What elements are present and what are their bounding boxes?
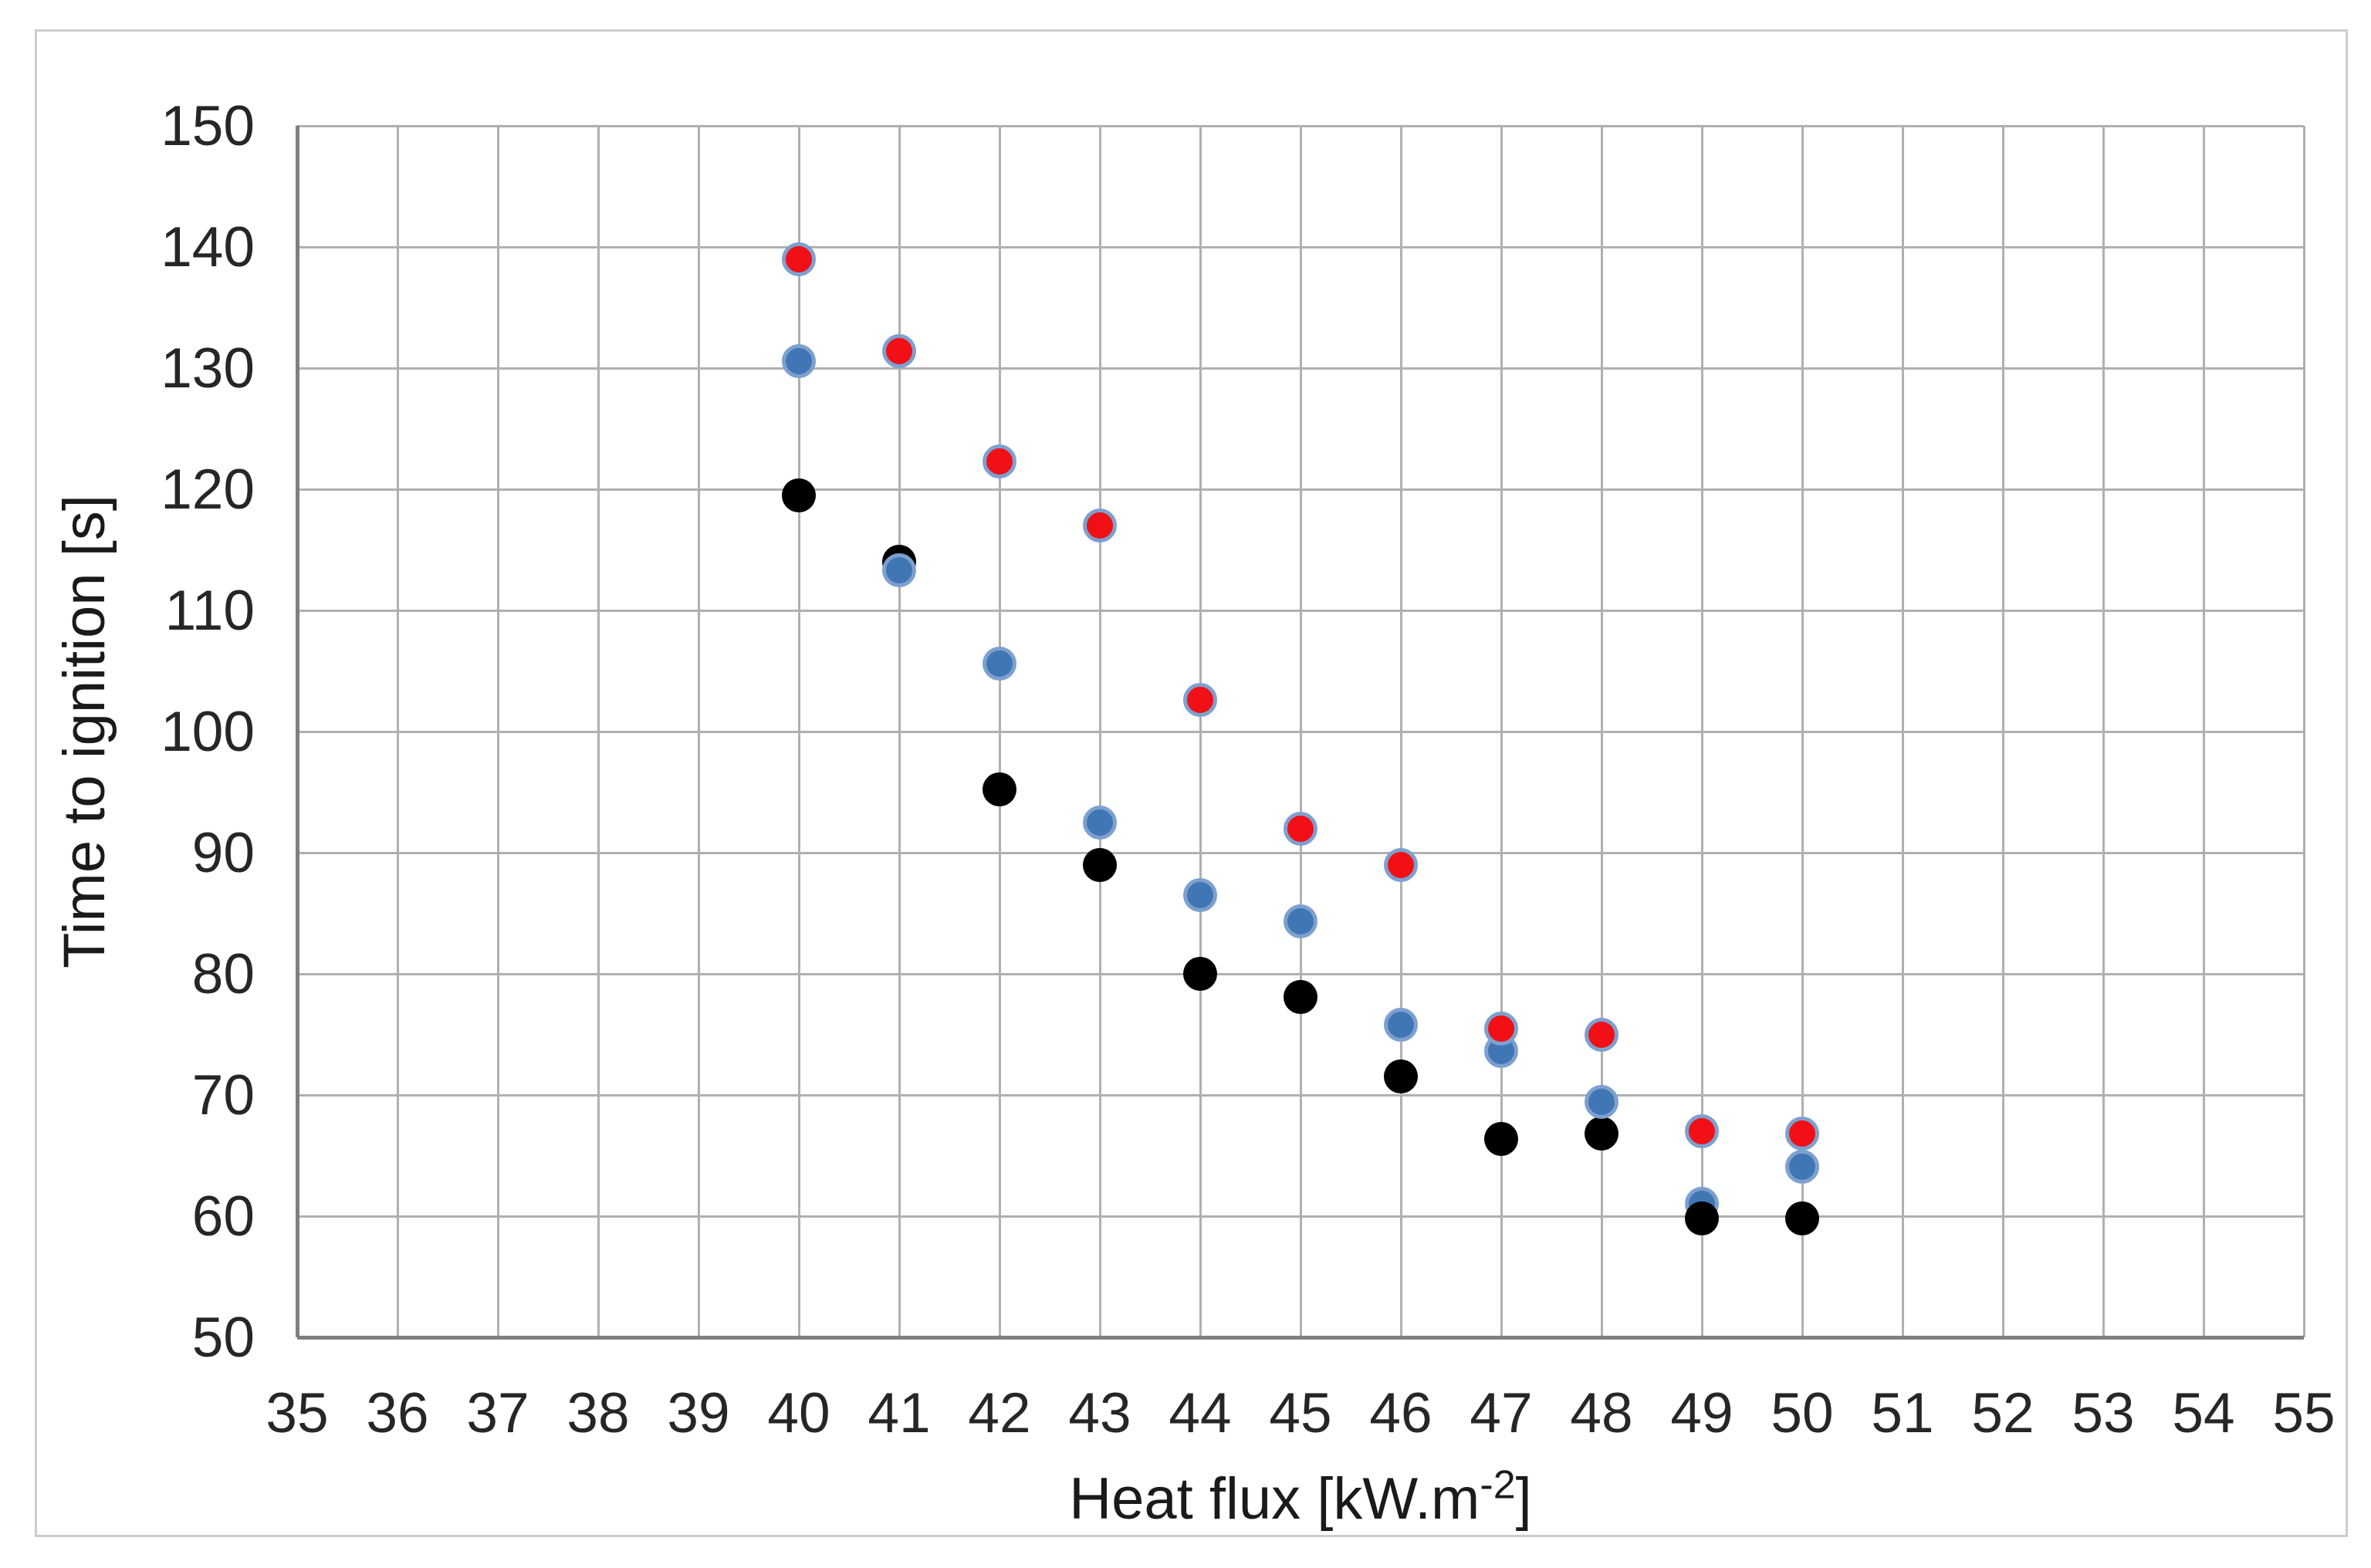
x-tick-label-50: 50 <box>1771 1382 1834 1445</box>
gridline-y-100 <box>297 731 2304 733</box>
x-tick-label-48: 48 <box>1570 1382 1633 1445</box>
y-tick-label-100: 100 <box>161 701 255 763</box>
y-tick-label-50: 50 <box>191 1306 255 1369</box>
x-tick-label-55: 55 <box>2272 1382 2335 1445</box>
data-point-red-47 <box>1484 1011 1518 1046</box>
data-point-blue-44 <box>1183 877 1217 912</box>
y-tick-label-150: 150 <box>161 95 255 157</box>
x-tick-label-37: 37 <box>466 1382 529 1445</box>
data-point-black-40 <box>782 478 816 512</box>
x-axis-title-close: ] <box>1515 1466 1532 1532</box>
x-tick-label-47: 47 <box>1470 1382 1533 1445</box>
x-tick-label-40: 40 <box>767 1382 830 1445</box>
gridline-y-120 <box>297 488 2304 491</box>
x-tick-label-44: 44 <box>1169 1382 1232 1445</box>
y-tick-label-80: 80 <box>191 943 255 1005</box>
gridline-y-70 <box>297 1094 2304 1097</box>
gridline-y-110 <box>297 610 2304 612</box>
gridline-y-130 <box>297 367 2304 370</box>
data-point-red-50 <box>1785 1117 1819 1151</box>
y-tick-label-70: 70 <box>191 1064 255 1127</box>
data-point-black-48 <box>1585 1117 1618 1151</box>
data-point-red-45 <box>1284 811 1317 846</box>
data-point-black-46 <box>1384 1059 1418 1094</box>
data-point-red-41 <box>882 334 916 369</box>
y-axis-line <box>296 126 299 1337</box>
x-axis-line <box>297 1336 2304 1340</box>
x-tick-label-49: 49 <box>1670 1382 1733 1445</box>
x-tick-label-42: 42 <box>968 1382 1031 1445</box>
y-tick-label-110: 110 <box>164 580 255 642</box>
plot-area <box>296 125 2305 1340</box>
x-axis-title: Heat flux [kW.m-2] <box>1069 1465 1532 1529</box>
x-tick-label-39: 39 <box>667 1382 730 1445</box>
data-point-black-45 <box>1284 979 1317 1014</box>
x-tick-label-52: 52 <box>1971 1382 2034 1445</box>
data-point-black-47 <box>1484 1121 1518 1156</box>
data-point-blue-45 <box>1284 904 1317 939</box>
y-tick-label-130: 130 <box>161 337 255 400</box>
x-tick-label-54: 54 <box>2172 1382 2235 1445</box>
x-tick-label-38: 38 <box>567 1382 630 1445</box>
data-point-blue-46 <box>1384 1007 1418 1042</box>
data-point-red-48 <box>1585 1017 1618 1052</box>
data-point-blue-43 <box>1083 805 1117 840</box>
data-point-blue-41 <box>882 553 916 588</box>
gridline-y-140 <box>297 246 2304 248</box>
gridline-y-60 <box>297 1215 2304 1218</box>
y-tick-label-60: 60 <box>191 1185 255 1248</box>
y-tick-label-90: 90 <box>191 822 255 884</box>
data-point-red-43 <box>1083 509 1117 543</box>
x-tick-label-51: 51 <box>1871 1382 1934 1445</box>
data-point-black-44 <box>1183 957 1217 991</box>
gridline-y-90 <box>297 852 2304 854</box>
data-point-red-44 <box>1183 683 1217 718</box>
x-tick-label-36: 36 <box>366 1382 429 1445</box>
data-point-black-49 <box>1685 1201 1719 1236</box>
data-point-blue-50 <box>1785 1149 1819 1184</box>
data-point-red-40 <box>782 242 816 276</box>
data-point-red-42 <box>983 444 1016 478</box>
x-tick-label-41: 41 <box>868 1382 931 1445</box>
x-axis-title-superscript: -2 <box>1480 1462 1516 1508</box>
x-tick-label-43: 43 <box>1068 1382 1131 1445</box>
x-tick-label-45: 45 <box>1269 1382 1332 1445</box>
data-point-red-49 <box>1685 1114 1719 1149</box>
data-point-blue-42 <box>983 647 1016 681</box>
data-point-blue-40 <box>782 343 816 378</box>
data-point-blue-48 <box>1585 1085 1618 1120</box>
y-tick-label-140: 140 <box>161 216 255 279</box>
gridline-y-150 <box>297 125 2304 127</box>
data-point-black-50 <box>1785 1201 1819 1236</box>
data-point-red-46 <box>1384 847 1418 882</box>
x-tick-label-46: 46 <box>1369 1382 1432 1445</box>
x-tick-label-35: 35 <box>266 1382 329 1445</box>
x-tick-label-53: 53 <box>2072 1382 2135 1445</box>
data-point-black-43 <box>1083 847 1117 882</box>
gridline-y-80 <box>297 973 2304 975</box>
gridline-x-55 <box>2303 126 2305 1337</box>
y-tick-label-120: 120 <box>161 458 255 521</box>
x-axis-title-base: Heat flux [kW.m <box>1069 1466 1480 1532</box>
data-point-black-42 <box>983 772 1016 807</box>
